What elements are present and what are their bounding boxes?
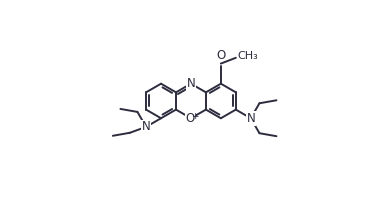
Text: +: + xyxy=(191,112,199,121)
Text: N: N xyxy=(142,120,151,133)
Text: N: N xyxy=(246,112,255,125)
Text: O: O xyxy=(216,49,225,62)
Text: CH₃: CH₃ xyxy=(238,51,259,61)
Text: N: N xyxy=(187,77,195,90)
Text: O: O xyxy=(185,112,194,125)
